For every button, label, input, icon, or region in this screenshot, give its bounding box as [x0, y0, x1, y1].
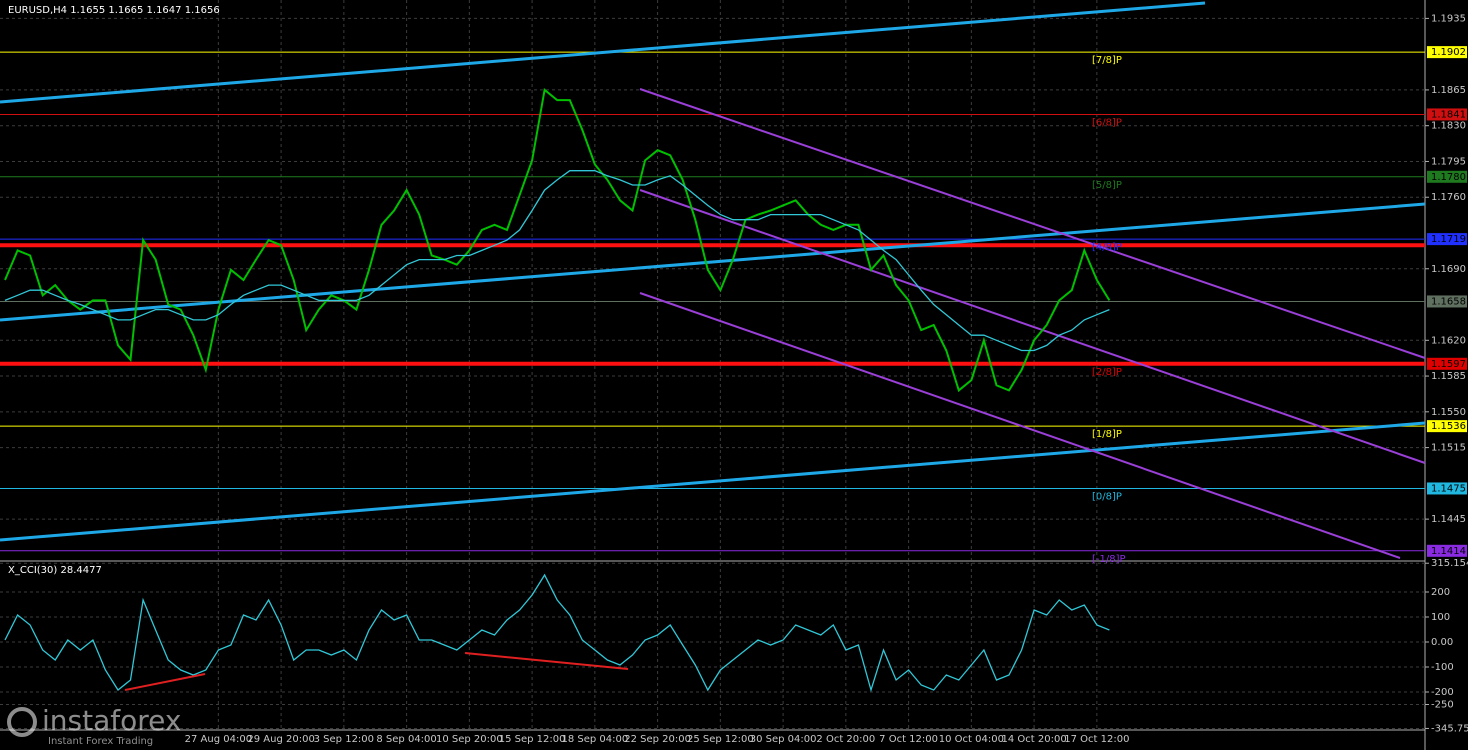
- x-tick-label: 29 Aug 20:00: [247, 734, 314, 745]
- series-line: [4, 88, 1111, 393]
- grid-layer: [0, 0, 1429, 730]
- watermark: instaforex Instant Forex Trading: [7, 704, 181, 747]
- x-tick-label: 10 Oct 04:00: [939, 734, 1004, 745]
- x-tick-label: 18 Sep 04:00: [561, 734, 628, 745]
- divergence-line: [124, 673, 206, 691]
- y-tick-label: 200: [1431, 587, 1450, 598]
- y-tick-label: 1.1865: [1431, 85, 1466, 96]
- watermark-brand: instaforex: [42, 704, 181, 737]
- level-name: [6/8]P: [1092, 117, 1122, 128]
- level-box: [1427, 295, 1467, 308]
- level-label: 1.1658: [1431, 296, 1466, 307]
- y-tick-label: 315.1542: [1431, 558, 1468, 569]
- level-label: 1.1536: [1431, 421, 1466, 432]
- level-label: 1.1475: [1431, 483, 1466, 494]
- y-tick-label: 1.1445: [1431, 514, 1466, 525]
- watermark-tagline: Instant Forex Trading: [48, 736, 153, 747]
- series-line: [4, 170, 1110, 352]
- trend-lines: [0, 1, 1426, 542]
- y-tick-label: 1.1830: [1431, 121, 1466, 132]
- x-tick-label: 10 Sep 20:00: [436, 734, 503, 745]
- x-tick-label: 30 Sep 04:00: [750, 734, 817, 745]
- level-box: [1427, 544, 1467, 557]
- divergence-line: [464, 652, 629, 670]
- y-tick-label: 1.1515: [1431, 443, 1466, 454]
- level-label: 1.1902: [1431, 47, 1466, 58]
- y-tick-label: 100: [1431, 612, 1450, 623]
- y-tick-label: 1.1690: [1431, 264, 1466, 275]
- level-name: [2/8]P: [1092, 367, 1122, 378]
- x-tick-label: 3 Sep 12:00: [314, 734, 374, 745]
- chart-title: EURUSD,H4 1.1655 1.1665 1.1647 1.1656: [8, 5, 220, 16]
- x-tick-label: 25 Sep 12:00: [687, 734, 754, 745]
- y-tick-label: -200: [1431, 687, 1454, 698]
- y-tick-label: 1.1935: [1431, 13, 1466, 24]
- level-name: [5/8]P: [1092, 180, 1122, 191]
- level-name: [-1/8]P: [1092, 554, 1126, 565]
- level-label: 1.1841: [1431, 109, 1466, 120]
- x-tick-label: 22 Sep 20:00: [624, 734, 691, 745]
- y-tick-label: 1.1760: [1431, 192, 1466, 203]
- divergence-lines: [124, 652, 629, 691]
- y-tick-label: 0.00: [1431, 637, 1453, 648]
- channel-line: [639, 292, 1401, 559]
- level-name: [7/8]P: [1092, 55, 1122, 66]
- level-label: 1.1780: [1431, 172, 1466, 183]
- level-label: 1.1414: [1431, 546, 1466, 557]
- y-tick-label: -345.7535: [1431, 723, 1468, 734]
- level-box: [1427, 482, 1467, 495]
- channel-line: [639, 88, 1426, 359]
- y-tick-label: -250: [1431, 700, 1454, 711]
- y-tick-label: 1.1550: [1431, 407, 1466, 418]
- level-label: 1.1719: [1431, 234, 1466, 245]
- level-label: 1.1597: [1431, 359, 1466, 370]
- channel-line: [639, 189, 1426, 464]
- level-name: [1/8]P: [1092, 429, 1122, 440]
- level-box: [1427, 108, 1467, 121]
- x-tick-label: 27 Aug 04:00: [185, 734, 252, 745]
- panel-title: X_CCI(30) 28.4477: [8, 565, 102, 576]
- level-box: [1427, 420, 1467, 433]
- trend-line: [0, 1, 1206, 104]
- level-name: [0/8]P: [1092, 491, 1122, 502]
- level-box: [1427, 357, 1467, 370]
- y-tick-label: 1.1620: [1431, 335, 1466, 346]
- x-tick-label: 14 Oct 20:00: [1001, 734, 1066, 745]
- trend-line: [0, 202, 1426, 322]
- watermark-logo: [7, 707, 37, 737]
- level-box: [1427, 46, 1467, 59]
- plot-borders: [0, 0, 1426, 750]
- level-box: [1427, 233, 1467, 246]
- series-line: [4, 573, 1110, 693]
- y-tick-label: 1.1585: [1431, 371, 1466, 382]
- x-tick-label: 15 Sep 12:00: [499, 734, 566, 745]
- y-tick-label: -100: [1431, 662, 1454, 673]
- data-layer: [4, 88, 1111, 693]
- level-name: [4/8]P: [1092, 242, 1122, 253]
- level-box: [1427, 170, 1467, 183]
- x-tick-label: 7 Oct 12:00: [879, 734, 938, 745]
- x-tick-label: 8 Sep 04:00: [376, 734, 436, 745]
- x-tick-label: 2 Oct 20:00: [816, 734, 875, 745]
- trend-line: [0, 421, 1426, 542]
- y-tick-label: 1.1795: [1431, 156, 1466, 167]
- x-tick-label: 17 Oct 12:00: [1064, 734, 1129, 745]
- channel-lines: [639, 88, 1426, 559]
